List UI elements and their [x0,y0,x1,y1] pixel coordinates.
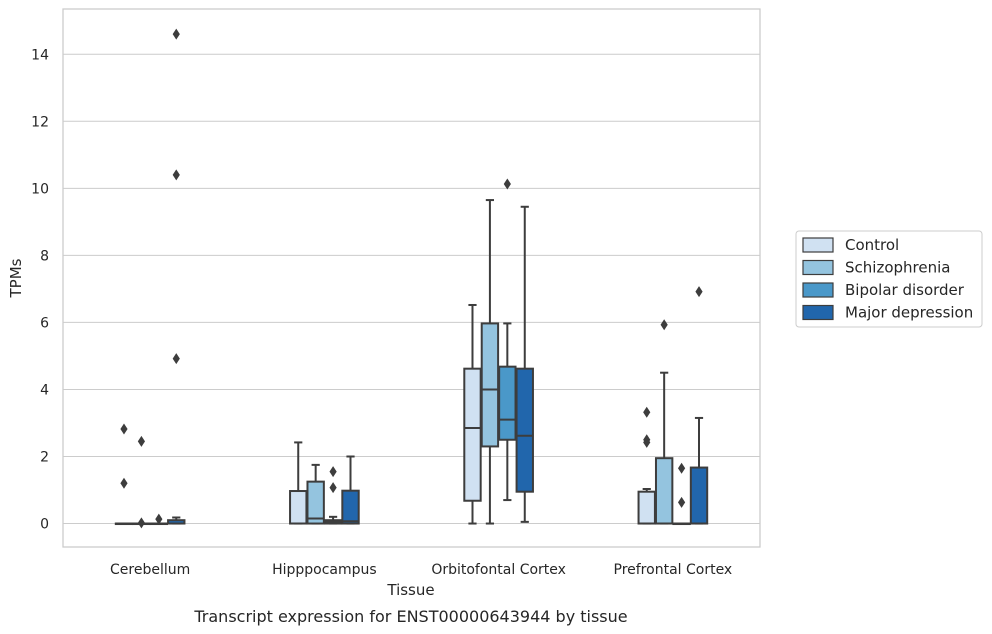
outlier-point [643,436,651,448]
y-tick-label: 4 [40,382,49,398]
y-axis-title: TPMs [7,258,25,298]
y-tick-labels: 0 2 4 6 8 10 12 14 [31,47,49,532]
legend-items: Control Schizophrenia Bipolar disorder Majo… [802,236,973,322]
y-tick-label: 0 [40,517,49,533]
outlier-point [695,286,703,298]
y-tick-label: 10 [31,181,49,197]
box-body [637,490,656,525]
chart-caption: Transcript expression for ENST0000064394… [193,607,627,626]
box-bipolar-disorder [672,462,691,526]
outlier-point [120,477,128,489]
legend-swatch [802,259,834,276]
box-control [289,441,308,525]
outlier-point [155,513,163,525]
box-body [498,365,517,441]
box-schizophrenia [480,199,500,525]
outlier-point [677,496,686,508]
x-tick-label: Cerebellum [110,562,190,578]
box-control [637,406,656,525]
box-major-depression [167,28,186,525]
y-tick-label: 6 [40,315,49,331]
x-axis-title: Tissue [386,581,434,599]
box-major-depression [689,286,709,525]
box-body [480,322,500,448]
box-bipolar-disorder [323,466,343,525]
box-bipolar-disorder [498,178,517,502]
legend-swatch [802,304,834,321]
box-body [306,480,325,525]
box-body [515,367,534,493]
boxes [114,28,709,529]
legend-label: Bipolar disorder [845,281,965,299]
outlier-point [660,319,668,331]
x-tick-label: Hipppocampus [272,562,377,578]
legend-label: Major depression [845,304,973,322]
legend-label: Schizophrenia [845,259,950,277]
outlier-point [503,178,511,190]
box-control [114,423,134,526]
plot-frame [62,8,761,548]
box-body [289,490,308,525]
box-body [463,367,482,502]
outlier-point [172,169,180,181]
x-tick-labels: Cerebellum Hipppocampus Orbitofontal Corte… [110,562,732,578]
box-schizophrenia [306,463,325,525]
outlier-point [643,406,651,418]
legend: Control Schizophrenia Bipolar disorder Majo… [795,230,983,328]
box-body [654,457,674,525]
box-major-depression [515,205,534,523]
outlier-point [329,466,337,478]
box-major-depression [341,455,360,525]
outlier-point [120,423,128,435]
box-schizophrenia [654,319,674,525]
box-bipolar-disorder [149,513,169,526]
legend-swatch [802,237,834,253]
box-body [341,489,360,525]
outlier-point [172,28,180,40]
plot-background [63,9,760,547]
y-tick-label: 8 [40,248,49,264]
y-tick-label: 14 [31,47,49,63]
outlier-point [137,435,146,447]
outlier-point [172,353,180,365]
box-schizophrenia [132,435,151,529]
x-tick-label: Orbitofontal Cortex [431,562,566,578]
box-body [689,466,709,525]
legend-label: Control [845,236,899,254]
outlier-point [329,482,337,494]
outlier-point [137,517,146,529]
box-control [463,303,482,525]
outlier-point [677,462,686,474]
legend-swatch [802,282,834,298]
x-tick-label: Prefrontal Cortex [614,562,733,578]
y-tick-label: 2 [40,449,49,465]
legend-frame [795,230,983,328]
y-tick-label: 12 [31,114,49,130]
